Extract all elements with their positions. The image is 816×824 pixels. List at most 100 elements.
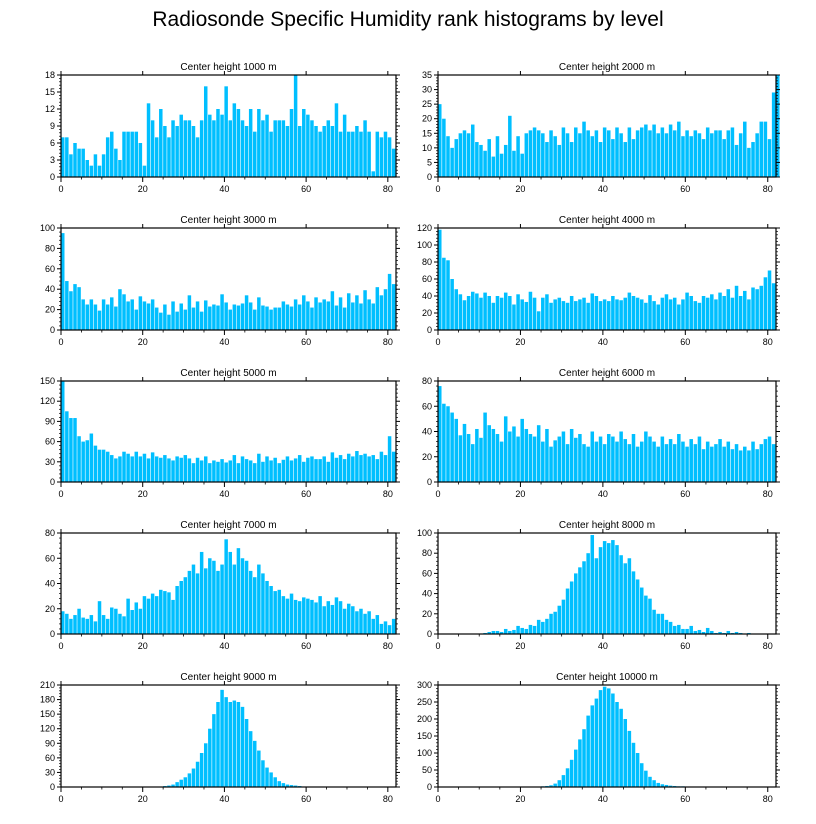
bar [105, 137, 110, 177]
bar [730, 297, 735, 330]
bar [216, 461, 220, 482]
bar [466, 133, 471, 177]
bar [508, 431, 512, 482]
y-tick-label: 0 [50, 172, 55, 182]
bar [351, 456, 355, 482]
bar [199, 311, 204, 330]
bar [142, 301, 147, 330]
bar [285, 304, 290, 330]
bar [277, 781, 282, 787]
bar [524, 133, 529, 177]
bar [458, 133, 463, 177]
bar [65, 411, 69, 482]
bar [574, 573, 578, 634]
bar [722, 139, 726, 177]
bar [159, 312, 163, 330]
bar [285, 126, 290, 177]
bar [248, 109, 253, 177]
bar [163, 591, 167, 634]
bar [110, 607, 114, 634]
bar [743, 121, 747, 177]
bar [383, 131, 388, 177]
bar [383, 621, 388, 635]
x-tick-label: 40 [219, 794, 229, 804]
bar [442, 403, 446, 482]
bar [495, 296, 500, 330]
y-tick-label: 50 [422, 765, 432, 775]
bar [627, 444, 632, 483]
bar [689, 625, 693, 634]
bar [285, 456, 290, 482]
bar [101, 154, 106, 177]
bar [77, 436, 81, 482]
bar [454, 139, 459, 177]
bar [69, 154, 73, 177]
bar [438, 104, 442, 177]
bar [355, 126, 359, 177]
bar [187, 570, 192, 635]
bar [499, 153, 504, 177]
bar [199, 460, 204, 482]
x-tick-label: 20 [138, 337, 148, 347]
bar [310, 456, 314, 482]
panel-title: Center height 10000 m [556, 672, 658, 683]
bar [248, 302, 253, 330]
y-tick-label: 250 [417, 697, 432, 707]
bar [763, 439, 768, 482]
bar [644, 124, 648, 177]
bar [582, 297, 586, 330]
bar [224, 86, 228, 177]
bar [289, 109, 294, 177]
bar [391, 284, 396, 330]
bar [734, 144, 739, 177]
bar [101, 299, 106, 330]
bar [150, 299, 155, 330]
bar [536, 311, 541, 330]
bar [269, 131, 273, 177]
bar [615, 127, 619, 177]
bar [371, 455, 375, 482]
bar [146, 598, 151, 634]
bar [689, 136, 693, 177]
panel-title: Center height 1000 m [180, 62, 276, 73]
bar [253, 309, 257, 330]
bar [342, 307, 347, 330]
panel-2: Center height 2000 m 0 20 40 60 80 0 5 10 15 20 25 3… [422, 62, 780, 194]
y-tick-label: 150 [40, 376, 55, 386]
bar [470, 124, 475, 177]
bar [236, 702, 241, 787]
x-tick-label: 80 [763, 489, 773, 499]
panel-title: Center height 3000 m [180, 215, 276, 226]
bar [85, 440, 89, 482]
bar [212, 714, 216, 787]
bar [594, 558, 599, 634]
bar [586, 715, 590, 787]
x-tick-label: 0 [58, 337, 63, 347]
bar [232, 700, 237, 787]
panel-5: Center height 5000 m 0 20 40 60 80 0 30 60 90 120 1… [40, 368, 400, 499]
bar [607, 688, 611, 787]
bar [265, 456, 269, 482]
bar [346, 293, 351, 330]
panel-10: Center height 10000 m 0 20 40 60 80 0 50 100 150 2… [417, 672, 780, 804]
y-tick-label: 80 [45, 243, 55, 253]
x-tick-label: 20 [515, 184, 525, 194]
bar [371, 171, 375, 177]
bar [454, 289, 459, 330]
bar [171, 784, 175, 787]
x-tick-label: 40 [219, 337, 229, 347]
bar [216, 570, 220, 635]
bar [195, 301, 200, 330]
bar [359, 303, 363, 330]
bar [110, 131, 114, 177]
bar [462, 300, 467, 330]
bar [77, 148, 81, 177]
bar [495, 434, 500, 482]
y-tick-label: 100 [417, 528, 432, 538]
bar [150, 452, 155, 482]
bar [594, 296, 599, 330]
panel-7: Center height 7000 m 0 20 40 60 80 0 20 40 60 80 [45, 520, 400, 651]
bar [346, 131, 351, 177]
bar [672, 444, 677, 483]
bar [594, 698, 599, 787]
